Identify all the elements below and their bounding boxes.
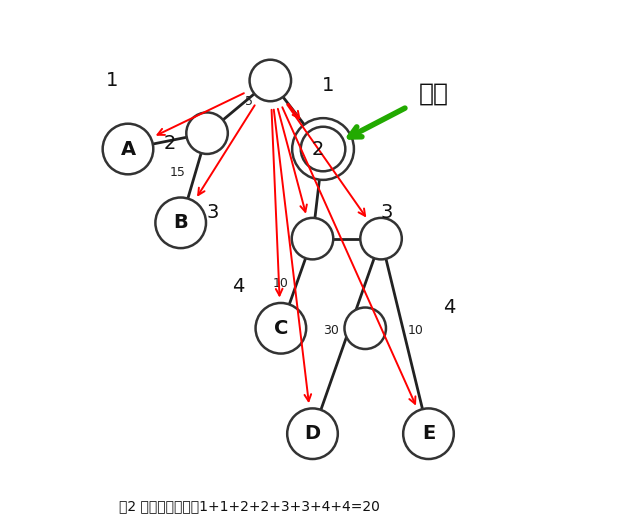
Circle shape: [288, 409, 338, 459]
Circle shape: [292, 218, 333, 259]
Circle shape: [403, 409, 454, 459]
Circle shape: [186, 112, 228, 154]
Circle shape: [102, 123, 153, 174]
Text: 图2 树的路径长度为1+1+2+2+3+3+4+4=20: 图2 树的路径长度为1+1+2+2+3+3+4+4=20: [119, 499, 379, 513]
Text: 10: 10: [408, 324, 423, 338]
Circle shape: [344, 307, 386, 349]
Text: 5: 5: [245, 95, 253, 108]
Text: C: C: [274, 319, 288, 338]
Text: 4: 4: [443, 298, 456, 317]
Text: 分支: 分支: [419, 82, 449, 105]
Circle shape: [256, 303, 306, 354]
Text: D: D: [304, 424, 321, 443]
Text: B: B: [173, 213, 188, 232]
Text: A: A: [121, 139, 136, 158]
Text: 15: 15: [170, 166, 186, 179]
Circle shape: [360, 218, 402, 259]
Circle shape: [156, 198, 206, 248]
Text: 4: 4: [232, 277, 245, 296]
Text: 2: 2: [312, 139, 324, 158]
Circle shape: [301, 127, 346, 171]
Text: E: E: [422, 424, 435, 443]
Circle shape: [292, 118, 354, 180]
Text: 1: 1: [106, 71, 118, 90]
Text: 1: 1: [322, 76, 334, 95]
Text: 30: 30: [323, 324, 339, 338]
Text: 2: 2: [164, 134, 176, 153]
Circle shape: [249, 60, 291, 101]
Text: 3: 3: [206, 203, 219, 222]
Text: 10: 10: [273, 277, 289, 290]
Text: 3: 3: [380, 203, 392, 222]
